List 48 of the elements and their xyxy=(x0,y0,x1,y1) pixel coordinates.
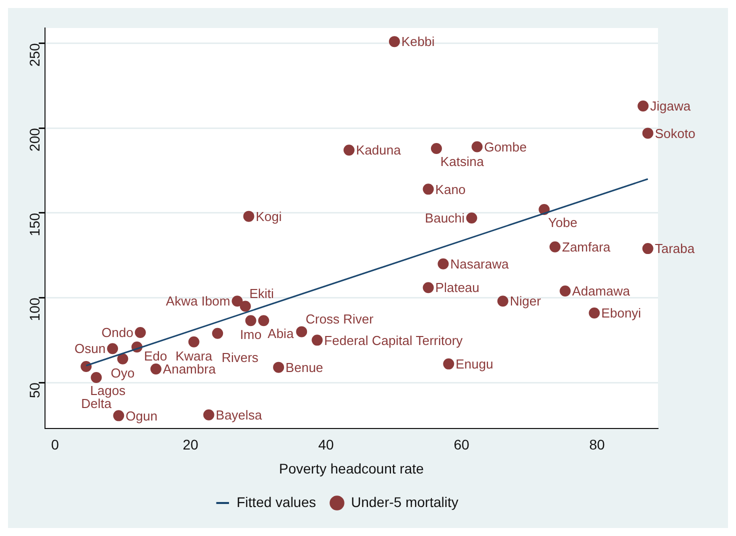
y-tick-label: 200 xyxy=(26,128,43,152)
annotation: Rivers xyxy=(222,350,259,365)
annotation: Edo xyxy=(144,348,168,364)
annotation: Abia xyxy=(268,326,294,342)
annotation: Jigawa xyxy=(650,98,692,114)
x-tick-label: 80 xyxy=(589,436,606,453)
x-tick-label: 40 xyxy=(318,436,334,453)
legend-label: Fitted values xyxy=(236,494,316,510)
y-tick-label: 150 xyxy=(26,212,43,236)
annotation: Plateau xyxy=(435,280,480,296)
annotation: Kano xyxy=(435,182,466,197)
annotation: Gombe xyxy=(484,139,527,154)
annotation: Lagos xyxy=(90,383,126,398)
annotation: Cross River xyxy=(306,311,374,326)
y-tick-label: 100 xyxy=(26,298,43,322)
annotation: Kwara xyxy=(175,348,214,364)
x-tick-label: 0 xyxy=(51,436,60,453)
annotation: Benue xyxy=(286,360,324,375)
annotation: Kaduna xyxy=(356,142,402,158)
y-tick-label: 50 xyxy=(26,382,43,398)
annotation: Ebonyi xyxy=(601,306,642,321)
annotation: Imo xyxy=(240,327,262,342)
annotation: Ondo xyxy=(102,325,134,340)
annotation: Niger xyxy=(510,294,542,309)
x-tick-label: 60 xyxy=(454,436,470,453)
x-axis-title: Poverty headcount rate xyxy=(279,460,424,476)
annotation: Kebbi xyxy=(401,34,435,50)
annotation: Katsina xyxy=(440,154,485,170)
annotation: Ogun xyxy=(126,408,158,424)
annotation: Bayelsa xyxy=(216,407,263,422)
x-tick-label: 20 xyxy=(182,436,198,453)
annotation: Zamfara xyxy=(562,239,612,254)
annotation: Adamawa xyxy=(572,284,631,299)
annotation: Taraba xyxy=(654,241,696,256)
annotation: Bauchi xyxy=(424,210,465,226)
annotation: Ekiti xyxy=(249,286,274,301)
annotation: Akwa Ibom xyxy=(166,294,230,309)
annotation: Enugu xyxy=(456,356,494,372)
legend-label: Under-5 mortality xyxy=(351,494,458,510)
annotation: Yobe xyxy=(548,215,578,230)
annotation: Kogi xyxy=(256,208,282,224)
annotation: Oyo xyxy=(110,365,135,380)
y-tick-label: 250 xyxy=(26,43,43,67)
annotation: Federal Capital Territory xyxy=(324,332,464,348)
annotation: Sokoto xyxy=(654,126,696,141)
annotation: Osun xyxy=(74,341,106,356)
annotation: Nasarawa xyxy=(450,256,510,272)
annotation: Anambra xyxy=(162,362,216,377)
